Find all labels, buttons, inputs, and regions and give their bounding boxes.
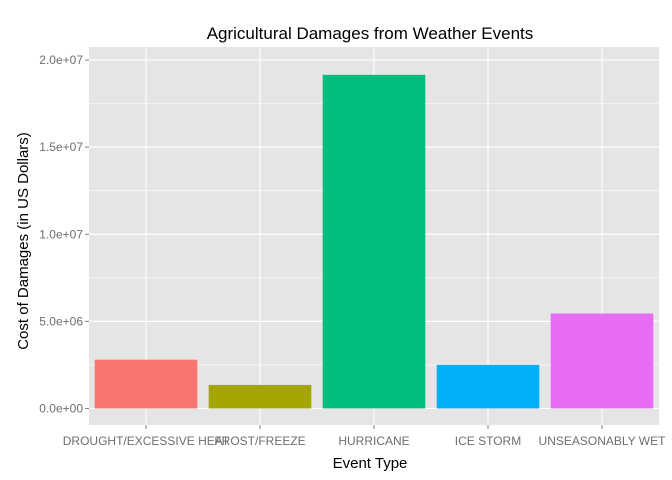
x-tick-label: DROUGHT/EXCESSIVE HEAT	[63, 434, 230, 448]
x-tick-label: HURRICANE	[338, 434, 409, 448]
bar	[94, 359, 198, 409]
y-tick-label: 1.0e+07	[39, 227, 83, 241]
chart-title: Agricultural Damages from Weather Events	[207, 24, 534, 43]
x-tick-label: FROST/FREEZE	[214, 434, 305, 448]
y-axis-title: Cost of Damages (in US Dollars)	[15, 132, 32, 350]
x-tick-label: ICE STORM	[455, 434, 521, 448]
bar	[322, 74, 426, 409]
y-tick-label: 2.0e+07	[39, 53, 83, 67]
y-tick-label: 0.0e+00	[39, 401, 83, 415]
x-axis-title: Event Type	[333, 455, 408, 472]
y-axis-ticks: 0.0e+00 5.0e+06 1.0e+07 1.5e+07 2.0e+07	[39, 53, 89, 415]
bar	[550, 313, 654, 409]
x-tick-label: UNSEASONABLY WET	[539, 434, 667, 448]
y-tick-label: 1.5e+07	[39, 140, 83, 154]
y-tick-label: 5.0e+06	[39, 314, 83, 328]
bar	[436, 364, 540, 409]
bar	[208, 384, 312, 409]
bars	[94, 74, 654, 409]
